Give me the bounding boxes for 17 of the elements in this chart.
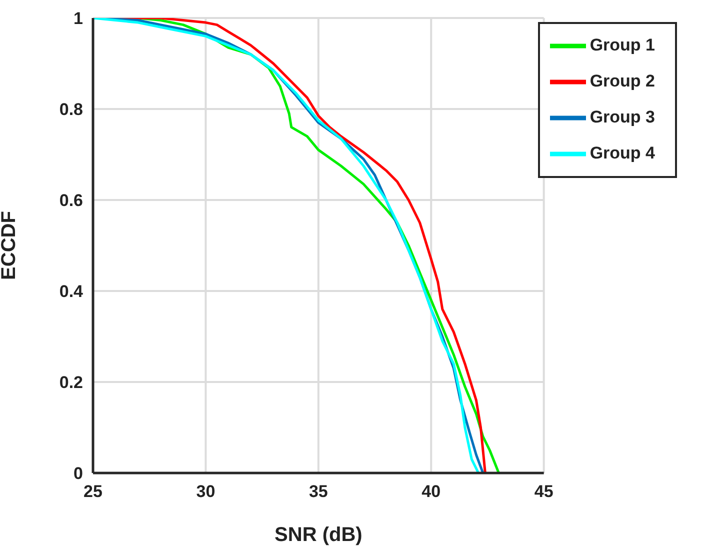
- x-tick-label: 40: [422, 482, 441, 502]
- x-axis-title: SNR (dB): [274, 524, 362, 546]
- y-tick-label: 0.8: [59, 100, 83, 120]
- y-tick-label: 1: [74, 9, 83, 28]
- x-tick-label: 35: [308, 482, 328, 502]
- y-axis-title: ECCDF: [0, 211, 20, 280]
- y-tick-label: 0.4: [59, 282, 84, 302]
- y-tick-label: 0.2: [59, 373, 83, 392]
- y-tick-label: 0.6: [59, 191, 83, 210]
- legend-label: Group 4: [590, 143, 655, 162]
- x-tick-label: 45: [534, 482, 554, 502]
- x-tick-label: 30: [196, 482, 216, 502]
- legend-label: Group 3: [590, 107, 655, 126]
- legend-label: Group 1: [590, 35, 655, 54]
- legend-label: Group 2: [590, 71, 655, 90]
- y-tick-label: 0: [74, 464, 83, 484]
- x-tick-label: 25: [84, 482, 102, 502]
